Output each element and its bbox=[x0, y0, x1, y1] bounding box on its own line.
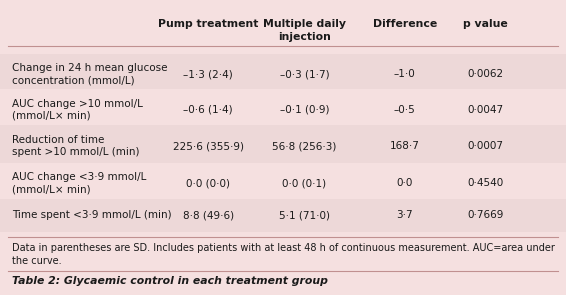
Text: –0·5: –0·5 bbox=[394, 105, 415, 115]
Text: Difference: Difference bbox=[372, 19, 437, 29]
Text: 0·0047: 0·0047 bbox=[468, 105, 504, 115]
Bar bbox=[0, 125, 566, 167]
Text: 0·0 (0·0): 0·0 (0·0) bbox=[186, 178, 230, 189]
Text: –0·3 (1·7): –0·3 (1·7) bbox=[280, 69, 329, 79]
Text: 168·7: 168·7 bbox=[390, 141, 419, 151]
Text: 5·1 (71·0): 5·1 (71·0) bbox=[279, 210, 330, 220]
Text: Change in 24 h mean glucose
concentration (mmol/L): Change in 24 h mean glucose concentratio… bbox=[12, 63, 168, 86]
Text: 0·4540: 0·4540 bbox=[468, 178, 504, 189]
Text: Time spent <3·9 mmol/L (min): Time spent <3·9 mmol/L (min) bbox=[12, 210, 172, 220]
Text: 0·0007: 0·0007 bbox=[468, 141, 504, 151]
Text: AUC change <3·9 mmol/L
(mmol/L× min): AUC change <3·9 mmol/L (mmol/L× min) bbox=[12, 172, 147, 195]
Text: 0·0 (0·1): 0·0 (0·1) bbox=[282, 178, 327, 189]
Bar bbox=[0, 199, 566, 232]
Text: –0·1 (0·9): –0·1 (0·9) bbox=[280, 105, 329, 115]
Text: 0·0: 0·0 bbox=[397, 178, 413, 189]
Text: 0·0062: 0·0062 bbox=[468, 69, 504, 79]
Text: 8·8 (49·6): 8·8 (49·6) bbox=[183, 210, 234, 220]
Text: Reduction of time
spent >10 mmol/L (min): Reduction of time spent >10 mmol/L (min) bbox=[12, 135, 140, 157]
Text: AUC change >10 mmol/L
(mmol/L× min): AUC change >10 mmol/L (mmol/L× min) bbox=[12, 99, 143, 121]
Text: –1·0: –1·0 bbox=[394, 69, 415, 79]
Text: Multiple daily
injection: Multiple daily injection bbox=[263, 19, 346, 42]
Text: Pump treatment: Pump treatment bbox=[158, 19, 259, 29]
Bar bbox=[0, 89, 566, 129]
Text: –0·6 (1·4): –0·6 (1·4) bbox=[183, 105, 233, 115]
Bar bbox=[0, 163, 566, 203]
Text: Table 2: Glycaemic control in each treatment group: Table 2: Glycaemic control in each treat… bbox=[12, 276, 328, 286]
Text: 3·7: 3·7 bbox=[396, 210, 413, 220]
Bar bbox=[0, 54, 566, 95]
Text: –1·3 (2·4): –1·3 (2·4) bbox=[183, 69, 233, 79]
Text: 56·8 (256·3): 56·8 (256·3) bbox=[272, 141, 337, 151]
Text: 225·6 (355·9): 225·6 (355·9) bbox=[173, 141, 244, 151]
Text: Data in parentheses are SD. Includes patients with at least 48 h of continuous m: Data in parentheses are SD. Includes pat… bbox=[12, 243, 555, 266]
Text: p value: p value bbox=[463, 19, 508, 29]
Text: 0·7669: 0·7669 bbox=[468, 210, 504, 220]
